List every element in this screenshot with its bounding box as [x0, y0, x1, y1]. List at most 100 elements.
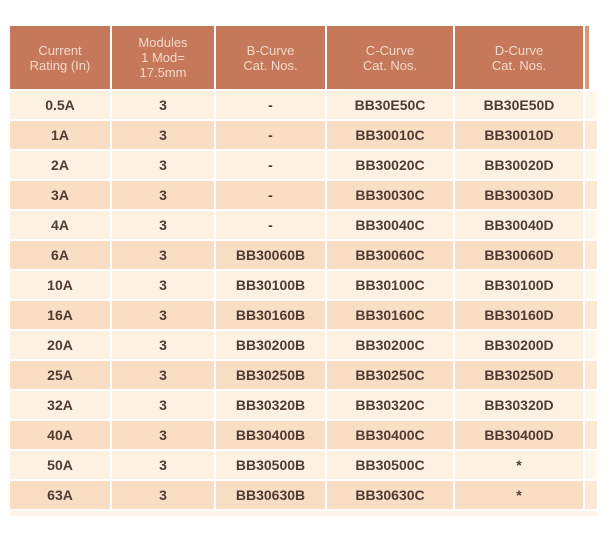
cell-c-curve-cat-no: BB30160C: [327, 301, 453, 329]
cell-d-curve-cat-no: BB30060D: [455, 241, 583, 269]
cell-c-curve-cat-no: BB30200C: [327, 331, 453, 359]
cell-current-rating: 10A: [10, 271, 110, 299]
cell-modules: 3: [112, 181, 214, 209]
cell-current-rating: 25A: [10, 361, 110, 389]
table-right-edge: [585, 331, 597, 359]
table-row: 40A 3 BB30400B BB30400C BB30400D: [10, 421, 597, 449]
cell-c-curve-cat-no: BB30020C: [327, 151, 453, 179]
cell-d-curve-cat-no: BB30100D: [455, 271, 583, 299]
cell-b-curve-cat-no: BB30060B: [216, 241, 325, 269]
table-row: 1A 3- BB30010C BB30010D: [10, 121, 597, 149]
cell-modules: 3: [112, 91, 214, 119]
cell-c-curve-cat-no: BB30E50C: [327, 91, 453, 119]
table-right-edge: [585, 481, 597, 509]
cell-b-curve-cat-no: BB30200B: [216, 331, 325, 359]
cell-current-rating: 4A: [10, 211, 110, 239]
cell-modules: 3: [112, 241, 214, 269]
table-right-edge: [585, 151, 597, 179]
cell-c-curve-cat-no: BB30400C: [327, 421, 453, 449]
table-row: 2A 3- BB30020C BB30020D: [10, 151, 597, 179]
cell-b-curve-cat-no: BB30500B: [216, 451, 325, 479]
header-c-curve: C-Curve Cat. Nos.: [327, 26, 453, 89]
cell-modules: 3: [112, 361, 214, 389]
cell-modules: 3: [112, 481, 214, 509]
cell-current-rating: 1A: [10, 121, 110, 149]
table-row: 20A 3 BB30200B BB30200C BB30200D: [10, 331, 597, 359]
cell-b-curve-cat-no: BB30100B: [216, 271, 325, 299]
cell-c-curve-cat-no: BB30320C: [327, 391, 453, 419]
cell-current-rating: 63A: [10, 481, 110, 509]
table-row: 10A 3 BB30100B BB30100C BB30100D: [10, 271, 597, 299]
table-body: 0.5A 3- BB30E50C BB30E50D 1A 3- BB30010C BB3001…: [10, 91, 597, 509]
table-row: 16A 3 BB30160B BB30160C BB30160D: [10, 301, 597, 329]
cell-c-curve-cat-no: BB30500C: [327, 451, 453, 479]
table-right-edge: [585, 271, 597, 299]
cell-c-curve-cat-no: BB30040C: [327, 211, 453, 239]
cell-b-curve-cat-no: -: [216, 121, 325, 149]
table-header-row: Current Rating (In) Modules 1 Mod= 17.5m…: [10, 26, 597, 89]
cell-modules: 3: [112, 301, 214, 329]
table-row: 25A 3 BB30250B BB30250C BB30250D: [10, 361, 597, 389]
header-current-rating: Current Rating (In): [10, 26, 110, 89]
cell-current-rating: 40A: [10, 421, 110, 449]
table-right-edge: [585, 91, 597, 119]
cell-current-rating: 50A: [10, 451, 110, 479]
cell-modules: 3: [112, 421, 214, 449]
cell-b-curve-cat-no: BB30630B: [216, 481, 325, 509]
cell-c-curve-cat-no: BB30060C: [327, 241, 453, 269]
cell-modules: 3: [112, 211, 214, 239]
cell-current-rating: 6A: [10, 241, 110, 269]
table-right-edge: [585, 181, 597, 209]
cell-b-curve-cat-no: BB30320B: [216, 391, 325, 419]
cell-d-curve-cat-no: *: [455, 481, 583, 509]
cell-b-curve-cat-no: BB30160B: [216, 301, 325, 329]
cell-current-rating: 0.5A: [10, 91, 110, 119]
cell-d-curve-cat-no: BB30040D: [455, 211, 583, 239]
cell-c-curve-cat-no: BB30630C: [327, 481, 453, 509]
cell-c-curve-cat-no: BB30030C: [327, 181, 453, 209]
cell-modules: 3: [112, 151, 214, 179]
cell-current-rating: 2A: [10, 151, 110, 179]
cell-modules: 3: [112, 271, 214, 299]
table-right-edge: [585, 361, 597, 389]
cell-d-curve-cat-no: BB30E50D: [455, 91, 583, 119]
cell-current-rating: 20A: [10, 331, 110, 359]
table-right-edge: [585, 241, 597, 269]
table-row: 6A 3 BB30060B BB30060C BB30060D: [10, 241, 597, 269]
cell-b-curve-cat-no: BB30400B: [216, 421, 325, 449]
table-row: 63A 3 BB30630B BB30630C *: [10, 481, 597, 509]
cell-d-curve-cat-no: *: [455, 451, 583, 479]
table-right-edge: [585, 391, 597, 419]
cell-d-curve-cat-no: BB30320D: [455, 391, 583, 419]
cell-c-curve-cat-no: BB30100C: [327, 271, 453, 299]
cell-modules: 3: [112, 331, 214, 359]
cell-d-curve-cat-no: BB30250D: [455, 361, 583, 389]
cell-current-rating: 16A: [10, 301, 110, 329]
cell-b-curve-cat-no: -: [216, 151, 325, 179]
header-b-curve: B-Curve Cat. Nos.: [216, 26, 325, 89]
cell-modules: 3: [112, 391, 214, 419]
cell-b-curve-cat-no: -: [216, 211, 325, 239]
table-right-edge: [585, 301, 597, 329]
cell-current-rating: 32A: [10, 391, 110, 419]
cell-b-curve-cat-no: BB30250B: [216, 361, 325, 389]
cell-d-curve-cat-no: BB30160D: [455, 301, 583, 329]
cell-b-curve-cat-no: -: [216, 91, 325, 119]
table-right-edge: [585, 26, 597, 89]
table-row: 0.5A 3- BB30E50C BB30E50D: [10, 91, 597, 119]
table-row: 3A 3- BB30030C BB30030D: [10, 181, 597, 209]
table-right-edge: [585, 421, 597, 449]
cell-current-rating: 3A: [10, 181, 110, 209]
header-d-curve: D-Curve Cat. Nos.: [455, 26, 583, 89]
cell-modules: 3: [112, 121, 214, 149]
cell-b-curve-cat-no: -: [216, 181, 325, 209]
table-right-edge: [585, 211, 597, 239]
table-row: 50A 3 BB30500B BB30500C *: [10, 451, 597, 479]
cell-d-curve-cat-no: BB30400D: [455, 421, 583, 449]
cell-d-curve-cat-no: BB30030D: [455, 181, 583, 209]
cell-modules: 3: [112, 451, 214, 479]
cell-c-curve-cat-no: BB30250C: [327, 361, 453, 389]
table-bottom-edge: [10, 511, 597, 516]
table-right-edge: [585, 121, 597, 149]
